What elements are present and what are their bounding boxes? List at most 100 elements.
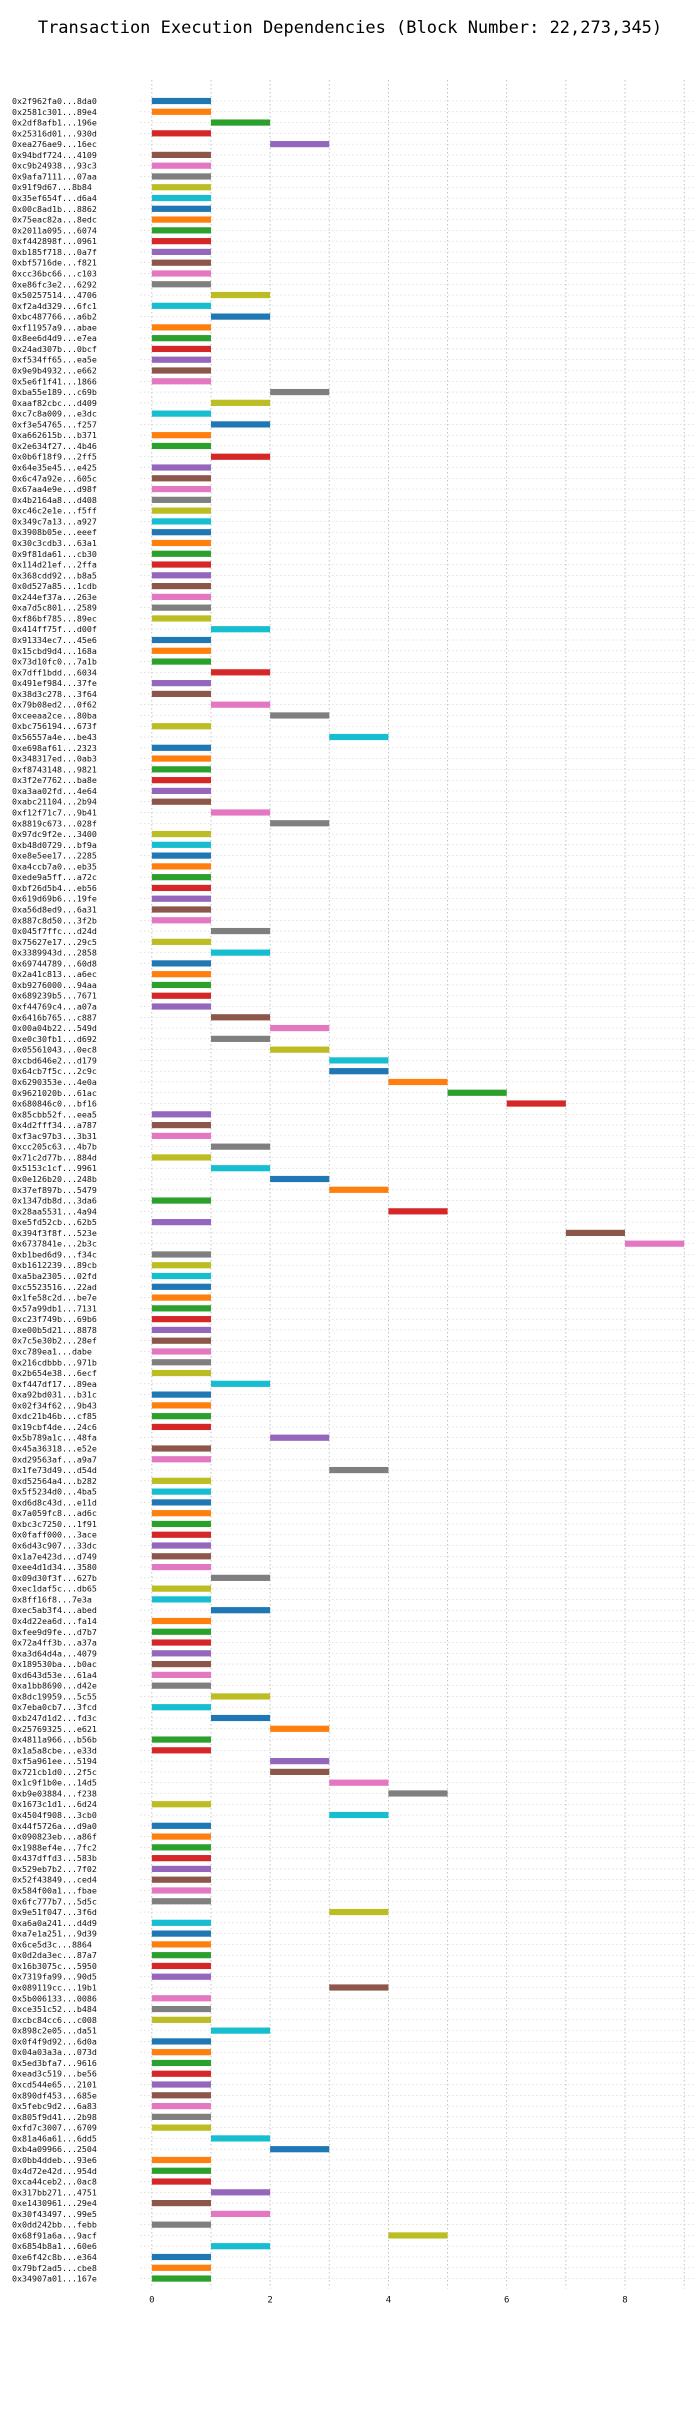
transaction-label: 0x91f9d67...8b84	[12, 182, 92, 192]
dependency-bar	[151, 1801, 211, 1808]
dependency-bar	[151, 841, 211, 848]
dependency-bar	[151, 108, 211, 115]
dependency-bar	[151, 971, 211, 978]
dependency-bar	[151, 1596, 211, 1603]
dependency-bar	[151, 1671, 211, 1678]
dependency-bar	[151, 1898, 211, 1905]
x-tick-label: 8	[622, 2296, 627, 2306]
dependency-bar	[151, 378, 211, 385]
transaction-label: 0x491ef984...37fe	[12, 678, 97, 688]
dependency-bar	[447, 1089, 507, 1096]
transaction-label: 0x6737841e...2b3c	[12, 1239, 97, 1249]
transaction-label: 0xb48d0729...bf9a	[12, 840, 97, 850]
transaction-label: 0xcbd646e2...d179	[12, 1055, 97, 1065]
dependency-bar	[151, 658, 211, 665]
dependency-bar	[151, 442, 211, 450]
transaction-label: 0xceeaa2ce...80ba	[12, 710, 97, 720]
transaction-label: 0xd643d53e...61a4	[12, 1670, 97, 1680]
transaction-label: 0xd29563af...a9a7	[12, 1454, 97, 1464]
dependency-bar	[151, 529, 211, 536]
transaction-label: 0x34907a01...167e	[12, 2274, 97, 2284]
dependency-bar	[329, 1068, 389, 1075]
dependency-bar	[210, 1035, 271, 1042]
transaction-label: 0x15cbd9d4...168a	[12, 646, 97, 656]
transaction-label: 0xca44ceb2...0ac8	[12, 2177, 97, 2187]
dependency-bar	[151, 485, 211, 493]
dependency-bar	[329, 1466, 389, 1474]
dependency-bar	[388, 2232, 448, 2239]
dependency-bar	[151, 1154, 211, 1161]
transaction-label: 0x6d43c907...33dc	[12, 1541, 97, 1551]
dependency-bar	[151, 2070, 211, 2077]
tick-layer: 0 2 4 6 8	[149, 2296, 628, 2306]
transaction-label: 0x7a059fc8...ad6c	[12, 1508, 97, 1518]
transaction-label: 0xb1bed6d9...f34c	[12, 1249, 97, 1259]
transaction-label: 0x9e9b4932...e662	[12, 366, 97, 376]
dependency-bar	[151, 863, 211, 870]
transaction-label: 0xa92bd031...b31c	[12, 1390, 97, 1400]
dependency-bar	[151, 1919, 211, 1926]
dependency-bar	[329, 1908, 389, 1916]
dependency-bar	[151, 2081, 211, 2088]
transaction-label: 0xb247d1d2...fd3c	[12, 1713, 97, 1723]
dependency-bar	[151, 1930, 211, 1937]
dependency-bar	[151, 1122, 211, 1129]
dependency-bar	[151, 906, 211, 913]
dependency-bar	[151, 2156, 211, 2164]
dependency-bar	[151, 335, 211, 342]
dependency-bar	[151, 507, 211, 514]
transaction-label: 0x79b08ed2...0f62	[12, 700, 97, 710]
transaction-label: 0x56557a4e...be43	[12, 732, 97, 742]
dependency-bar	[151, 1488, 211, 1495]
dependency-bar	[151, 1262, 211, 1269]
dependency-bar	[151, 1337, 211, 1344]
transaction-label: 0x1988ef4e...7fc2	[12, 1842, 97, 1852]
dependency-bar	[151, 1402, 211, 1409]
dependency-bar	[151, 1423, 211, 1431]
dependency-bar	[151, 1456, 211, 1463]
dependency-bar	[151, 583, 211, 590]
dependency-bar	[270, 1434, 330, 1441]
transaction-label: 0xa1bb8690...d42e	[12, 1681, 97, 1691]
transaction-label: 0x9afa7111...07aa	[12, 171, 97, 181]
transaction-label: 0x0b6f18f9...2ff5	[12, 452, 97, 462]
transaction-label: 0xfee9d9fe...d7b7	[12, 1627, 97, 1637]
dependency-bar	[210, 1143, 271, 1150]
dependency-bar	[151, 2124, 211, 2131]
transaction-label: 0x4811a966...b56b	[12, 1735, 97, 1745]
dependency-bar	[270, 1024, 330, 1032]
dependency-bar	[270, 141, 330, 148]
dependency-bar	[151, 410, 211, 417]
transaction-label: 0x8819c673...028f	[12, 818, 97, 828]
dependency-bar	[151, 723, 211, 730]
transaction-label: 0x619d69b6...19fe	[12, 894, 97, 904]
transaction-label: 0xa3aa02fd...4e64	[12, 786, 97, 796]
transaction-label: 0x721cb1d0...2f5c	[12, 1767, 97, 1777]
dependency-bar	[210, 1574, 271, 1581]
transaction-label: 0x75627e17...29c5	[12, 937, 97, 947]
dependency-bar	[151, 766, 211, 773]
dependency-bar	[151, 1855, 211, 1862]
dependency-bar	[151, 1736, 211, 1743]
transaction-label: 0xede9a5ff...a72c	[12, 872, 97, 882]
transaction-label: 0x30c3cdb3...63a1	[12, 538, 97, 548]
dependency-bar	[151, 1747, 211, 1754]
dependency-bar	[151, 302, 211, 309]
dependency-bar	[151, 1682, 211, 1689]
dependency-bar	[151, 173, 211, 180]
transaction-label: 0x00c8ad1b...8862	[12, 204, 97, 214]
transaction-label: 0x8dc19959...5c55	[12, 1691, 97, 1701]
transaction-label: 0x1a7e423d...d749	[12, 1551, 97, 1561]
transaction-label: 0x9f81da61...cb30	[12, 549, 97, 559]
transaction-label: 0xe698af61...2323	[12, 743, 97, 753]
dependency-bar	[270, 1758, 330, 1765]
dependency-bar	[151, 2059, 211, 2067]
transaction-label: 0x1a5a8cbe...e33d	[12, 1745, 97, 1755]
dependency-bar	[270, 1175, 330, 1183]
transaction-label: 0x25769325...e621	[12, 1724, 97, 1734]
dependency-bar	[329, 1811, 389, 1819]
dependency-bar	[210, 1014, 271, 1021]
dependency-bar	[151, 227, 211, 234]
transaction-label: 0x2581c301...89e4	[12, 107, 97, 117]
dependency-bar	[151, 496, 211, 503]
